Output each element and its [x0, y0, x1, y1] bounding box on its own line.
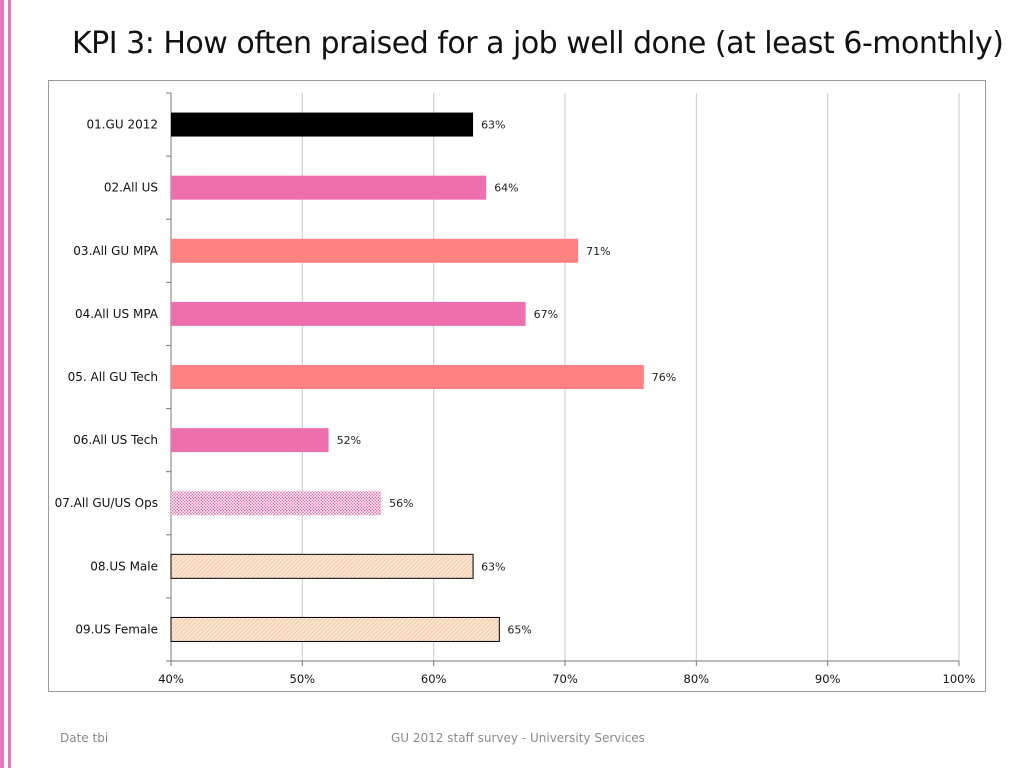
category-label: 09.US Female — [75, 622, 158, 636]
bar — [171, 365, 644, 389]
label-layer: 40% 50% 60% 70% 80% 90% 100% 01.GU 2012 63% 02.Al… — [55, 118, 976, 686]
bar — [171, 301, 526, 326]
category-label: 08.US Male — [90, 559, 158, 573]
x-tick-label: 100% — [943, 672, 976, 686]
category-label: 07.All GU/US Ops — [55, 496, 158, 510]
category-label: 06.All US Tech — [73, 433, 158, 447]
x-tick-label: 80% — [684, 672, 710, 686]
x-tick-label: 50% — [290, 672, 316, 686]
footer-source: GU 2012 staff survey - University Servic… — [391, 731, 645, 745]
left-accent-stripe-thin — [8, 0, 11, 768]
category-label: 05. All GU Tech — [68, 370, 158, 384]
bar-chart: 40% 50% 60% 70% 80% 90% 100% 01.GU 2012 63% 02.Al… — [55, 92, 976, 686]
data-label: 63% — [481, 119, 505, 132]
category-label: 04.All US MPA — [75, 307, 159, 321]
bar — [171, 238, 579, 263]
bar — [171, 428, 329, 453]
bar-layer — [170, 112, 644, 642]
bar — [170, 553, 474, 579]
data-label: 71% — [586, 245, 610, 258]
category-label: 01.GU 2012 — [86, 118, 158, 132]
data-label: 67% — [534, 308, 558, 321]
page-title: KPI 3: How often praised for a job well … — [72, 26, 1004, 61]
bar — [171, 491, 382, 516]
category-label: 02.All US — [104, 181, 158, 195]
chart-frame: 40% 50% 60% 70% 80% 90% 100% 01.GU 2012 63% 02.Al… — [48, 80, 986, 692]
left-accent-stripe — [0, 0, 4, 768]
data-label: 65% — [507, 623, 531, 636]
x-tick-label: 90% — [815, 672, 841, 686]
x-tick-label: 40% — [158, 672, 184, 686]
bar — [171, 175, 487, 200]
bar — [171, 112, 474, 137]
data-label: 56% — [389, 497, 413, 510]
data-label: 63% — [481, 560, 505, 573]
x-tick-label: 60% — [421, 672, 447, 686]
footer-date: Date tbi — [60, 731, 109, 745]
category-label: 03.All GU MPA — [73, 244, 158, 258]
bar — [170, 616, 500, 642]
data-label: 64% — [494, 182, 518, 195]
x-tick-label: 70% — [552, 672, 578, 686]
data-label: 76% — [652, 371, 676, 384]
data-label: 52% — [337, 434, 361, 447]
